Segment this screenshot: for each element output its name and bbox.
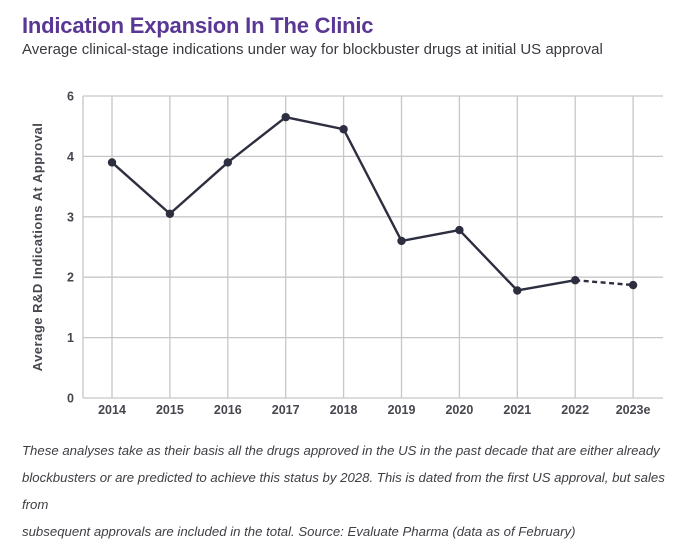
- y-tick-label: 1: [67, 331, 74, 345]
- y-axis-title: Average R&D Indications At Approval: [30, 123, 45, 372]
- page: Indication Expansion In The Clinic Avera…: [22, 13, 665, 539]
- x-tick-label: 2017: [272, 403, 300, 417]
- page-title: Indication Expansion In The Clinic: [22, 13, 374, 38]
- data-point: [107, 158, 117, 167]
- page-subtitle: Average clinical-stage indications under…: [22, 41, 603, 58]
- x-tick-label: 2022: [561, 403, 589, 417]
- data-point: [455, 225, 464, 235]
- data-point: [571, 276, 580, 285]
- data-point: [281, 112, 290, 122]
- x-tick-label: 2023e: [616, 403, 651, 417]
- x-tick-label: 2019: [388, 403, 416, 417]
- x-tick-label: 2018: [330, 403, 358, 417]
- y-tick-label: 2: [67, 271, 74, 285]
- indication-line-chart: 0 1 2 3 4 6 2014 2015 2016 2017 2018 2019 2020 2021 20…: [30, 90, 663, 417]
- data-point: [628, 280, 638, 290]
- y-tick-label: 0: [67, 392, 74, 406]
- footnote-line: These analyses take as their basis all t…: [22, 443, 660, 458]
- x-tick-label: 2016: [214, 403, 242, 417]
- y-tick-label: 4: [67, 150, 74, 164]
- x-tick-label: 2014: [98, 403, 126, 417]
- data-point: [339, 125, 348, 134]
- data-point: [223, 158, 232, 167]
- x-tick-label: 2021: [503, 403, 531, 417]
- footnote: These analyses take as their basis all t…: [22, 437, 687, 545]
- trend-line-dashed: [575, 279, 634, 287]
- x-tick-label: 2015: [156, 403, 184, 417]
- data-point: [165, 209, 175, 218]
- x-tick-label: 2020: [445, 403, 473, 417]
- footnote-line: subsequent approvals are included in the…: [22, 524, 576, 539]
- y-tick-label: 3: [67, 210, 74, 224]
- footnote-line: blockbusters or are predicted to achieve…: [22, 470, 665, 512]
- y-tick-label: 6: [67, 90, 74, 104]
- data-point: [513, 286, 522, 295]
- data-point: [397, 236, 406, 246]
